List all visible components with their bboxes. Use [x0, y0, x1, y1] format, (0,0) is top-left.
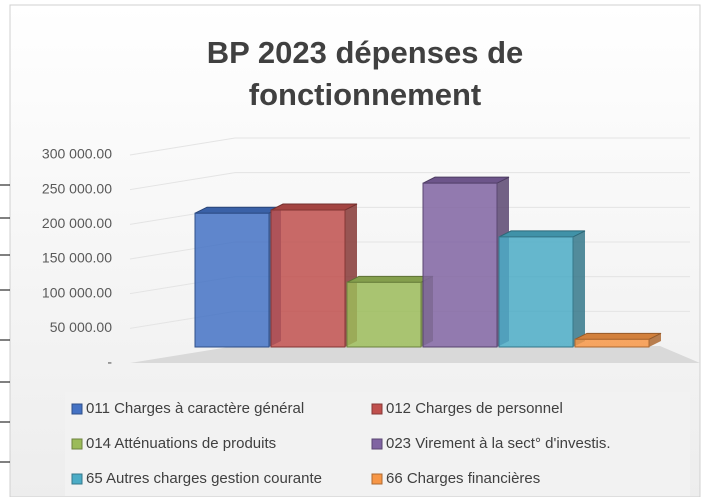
bar [574, 338, 650, 348]
legend-label: 023 Virement à la sect° d'investis. [386, 435, 611, 452]
legend-label: 012 Charges de personnel [386, 400, 563, 417]
bar-top [194, 206, 282, 214]
grid-line [129, 137, 690, 156]
bar-top [574, 332, 662, 340]
legend-swatch [371, 403, 383, 415]
bar-top [346, 275, 434, 283]
grid-line [129, 172, 690, 191]
legend-label: 66 Charges financières [386, 470, 540, 487]
bar-side [649, 333, 661, 347]
legend-swatch [371, 438, 383, 450]
legend-swatch [371, 473, 383, 485]
legend-label: 011 Charges à caractère général [86, 400, 304, 417]
floor [130, 346, 700, 363]
bar-side [573, 230, 585, 347]
bar [194, 212, 270, 348]
bar [346, 281, 422, 348]
bar-top [422, 176, 510, 184]
y-tick-label: 50 000.00 [50, 319, 112, 335]
legend-swatch [71, 438, 83, 450]
y-tick-label: - [107, 354, 112, 370]
bar [270, 209, 346, 348]
sheet-lines [0, 184, 10, 463]
y-tick-label: 100 000.00 [42, 284, 112, 300]
legend-swatch [71, 403, 83, 415]
y-tick-label: 200 000.00 [42, 215, 112, 231]
bar-top [270, 203, 358, 211]
y-tick-label: 150 000.00 [42, 250, 112, 266]
y-tick-label: 250 000.00 [42, 180, 112, 196]
bar [498, 236, 574, 348]
chart-title: BP 2023 dépenses de fonctionnement [206, 35, 524, 112]
bar [422, 182, 498, 348]
y-tick-label: 300 000.00 [42, 146, 112, 162]
legend-swatch [71, 473, 83, 485]
bar-top [498, 230, 586, 238]
legend-label: 014 Atténuations de produits [86, 435, 276, 452]
legend-label: 65 Autres charges gestion courante [86, 470, 322, 487]
